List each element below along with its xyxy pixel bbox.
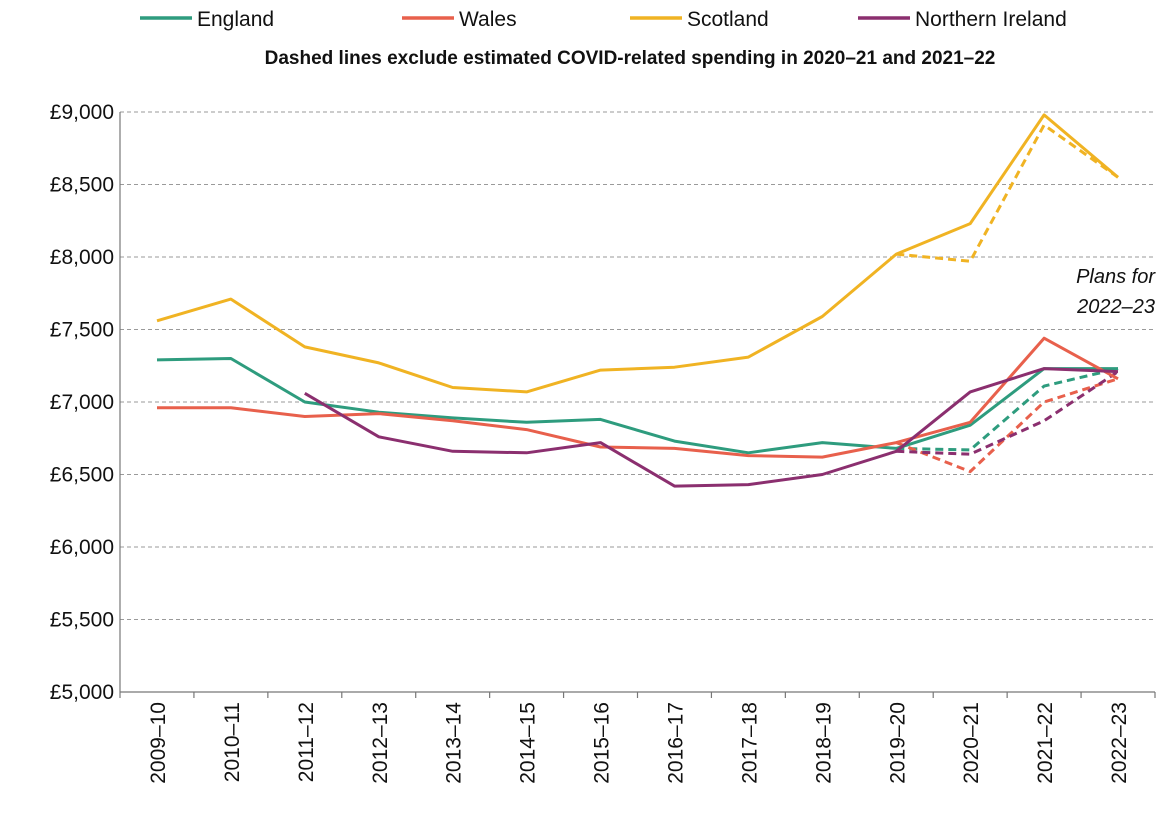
x-tick-label: 2010–11 [221, 702, 244, 782]
x-tick-label: 2009–10 [147, 702, 170, 784]
series-wales-excl-covid-line [895, 377, 1119, 474]
y-tick-label: £8,000 [50, 246, 114, 269]
plans-annotation-line-2: 2022–23 [1076, 296, 1155, 318]
x-tick-label: 2022–23 [1108, 702, 1131, 784]
legend-label-wales: Wales [459, 8, 517, 31]
legend-label-northern-ireland: Northern Ireland [915, 8, 1067, 31]
series-england-excl-covid-line [896, 367, 1119, 452]
legend: England Wales Scotland Northern Ireland [140, 8, 1067, 31]
x-tick-label: 2013–14 [443, 702, 466, 784]
axes [119, 112, 1156, 698]
x-tick-label: 2011–12 [295, 702, 318, 782]
x-tick-label: 2012–13 [369, 702, 392, 784]
series-scotland-line [156, 113, 1119, 394]
plans-annotation-line-1: Plans for [1076, 266, 1156, 288]
y-tick-label: £6,500 [50, 464, 114, 487]
y-axis-tick-labels: £5,000 £5,500 £6,000 £6,500 £7,000 £7,500 £8,0… [50, 101, 114, 704]
grid-lines [120, 111, 1155, 620]
series-scotland-excl-covid-line [896, 123, 1119, 263]
x-tick-label: 2016–17 [664, 702, 687, 784]
y-tick-label: £7,000 [50, 391, 114, 414]
x-tick-label: 2018–19 [812, 702, 835, 784]
series-northern-ireland-line [304, 367, 1119, 488]
x-axis-tick-labels: 2009–10 2010–11 2011–12 2012–13 2013–14 2014–… [147, 702, 1131, 784]
y-tick-label: £5,500 [50, 609, 114, 632]
series-northern-ireland-excl-covid-line [896, 370, 1119, 456]
series-lines [156, 113, 1119, 488]
y-tick-label: £7,500 [50, 319, 114, 342]
x-tick-label: 2017–18 [738, 702, 761, 784]
chart-subtitle: Dashed lines exclude estimated COVID-rel… [265, 48, 996, 69]
y-tick-label: £8,500 [50, 174, 114, 197]
legend-label-england: England [197, 8, 274, 31]
x-tick-label: 2019–20 [886, 702, 909, 784]
x-tick-label: 2020–21 [960, 702, 983, 784]
series-england-line [156, 357, 1118, 455]
x-tick-label: 2014–15 [517, 702, 540, 784]
x-tick-label: 2015–16 [591, 702, 614, 784]
y-tick-label: £5,000 [50, 681, 114, 704]
x-tick-label: 2021–22 [1034, 702, 1057, 784]
y-tick-label: £6,000 [50, 536, 114, 559]
legend-label-scotland: Scotland [687, 8, 769, 31]
y-tick-label: £9,000 [50, 101, 114, 124]
series-wales-line [157, 336, 1119, 459]
